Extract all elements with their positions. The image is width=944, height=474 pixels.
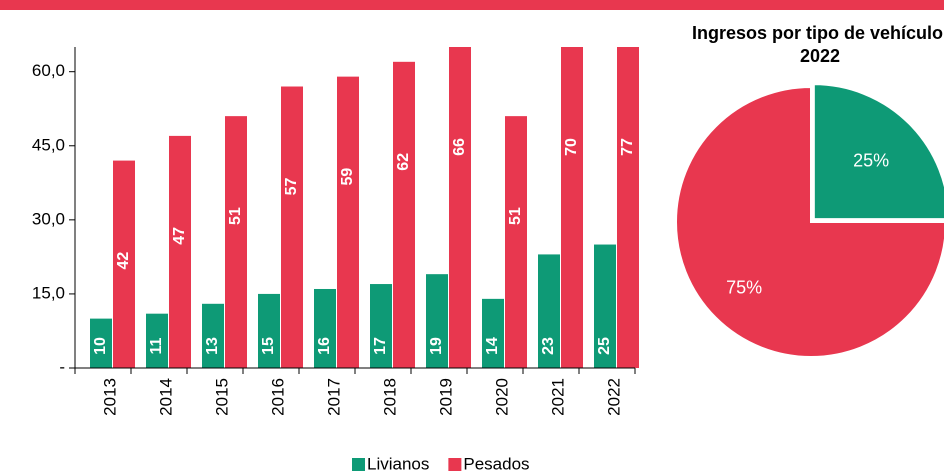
pie-slice bbox=[675, 85, 944, 358]
bar bbox=[594, 244, 616, 368]
bar bbox=[449, 47, 471, 369]
bar-label: 19 bbox=[428, 337, 445, 355]
bar-label: 51 bbox=[507, 207, 524, 225]
bar-label: 15 bbox=[260, 337, 277, 355]
bar-label: 62 bbox=[395, 153, 412, 171]
pie-slice bbox=[812, 83, 944, 221]
bar-label: 11 bbox=[148, 337, 165, 354]
legend-label: Pesados bbox=[463, 454, 529, 473]
bar bbox=[113, 160, 135, 368]
bar-label: 25 bbox=[596, 337, 613, 355]
bar bbox=[617, 47, 639, 368]
bar bbox=[505, 116, 527, 368]
y-tick-label: 30,0 bbox=[32, 209, 65, 228]
bar-label: 59 bbox=[339, 168, 356, 186]
bar bbox=[146, 313, 168, 368]
x-tick-label: 2019 bbox=[436, 378, 455, 416]
bar-label: 13 bbox=[204, 337, 221, 355]
legend-swatch bbox=[352, 458, 365, 471]
x-tick-label: 2021 bbox=[548, 378, 567, 416]
bar bbox=[337, 76, 359, 368]
legend-label: Livianos bbox=[367, 454, 429, 473]
bar bbox=[258, 293, 280, 368]
y-tick-label: 45,0 bbox=[32, 135, 65, 154]
pie-label: 75% bbox=[726, 278, 762, 298]
x-tick-label: 2013 bbox=[100, 378, 119, 416]
bar-label: 23 bbox=[540, 337, 557, 355]
bar bbox=[482, 298, 504, 368]
x-tick-label: 2020 bbox=[492, 378, 511, 416]
y-tick-label: 60,0 bbox=[32, 61, 65, 80]
y-tick-label: - bbox=[59, 357, 65, 376]
bar-label: 77 bbox=[619, 138, 636, 156]
bar-label: 51 bbox=[227, 207, 244, 225]
pie-label: 25% bbox=[853, 151, 889, 171]
pie-title: Ingresos por tipo de vehículo, 2022 bbox=[691, 23, 944, 66]
bar-label: 66 bbox=[451, 138, 468, 156]
bar bbox=[169, 135, 191, 368]
bar-label: 47 bbox=[171, 227, 188, 245]
bar-label: 57 bbox=[283, 178, 300, 196]
x-tick-label: 2015 bbox=[212, 378, 231, 416]
bar-label: 70 bbox=[563, 138, 580, 156]
x-tick-label: 2016 bbox=[268, 378, 287, 416]
x-tick-label: 2014 bbox=[156, 378, 175, 416]
plot-area bbox=[90, 47, 639, 369]
legend-swatch bbox=[448, 458, 462, 471]
bar-label: 42 bbox=[115, 252, 132, 270]
x-tick-label: 2018 bbox=[380, 378, 399, 416]
bar-label: 14 bbox=[484, 337, 501, 355]
top-band bbox=[0, 0, 944, 10]
x-tick-label: 2022 bbox=[604, 378, 623, 416]
bar bbox=[393, 61, 415, 369]
bar-label: 10 bbox=[92, 337, 109, 355]
bar bbox=[561, 47, 583, 369]
bar bbox=[281, 86, 303, 368]
bar bbox=[538, 254, 560, 368]
bar-label: 16 bbox=[316, 337, 333, 355]
bar bbox=[314, 288, 336, 368]
bar bbox=[202, 303, 224, 368]
bar bbox=[90, 318, 112, 368]
x-tick-label: 2017 bbox=[324, 378, 343, 416]
y-tick-label: 15,0 bbox=[32, 283, 65, 302]
bar-label: 17 bbox=[372, 337, 389, 355]
bar bbox=[370, 284, 392, 368]
bar bbox=[225, 116, 247, 368]
bar bbox=[426, 274, 448, 368]
